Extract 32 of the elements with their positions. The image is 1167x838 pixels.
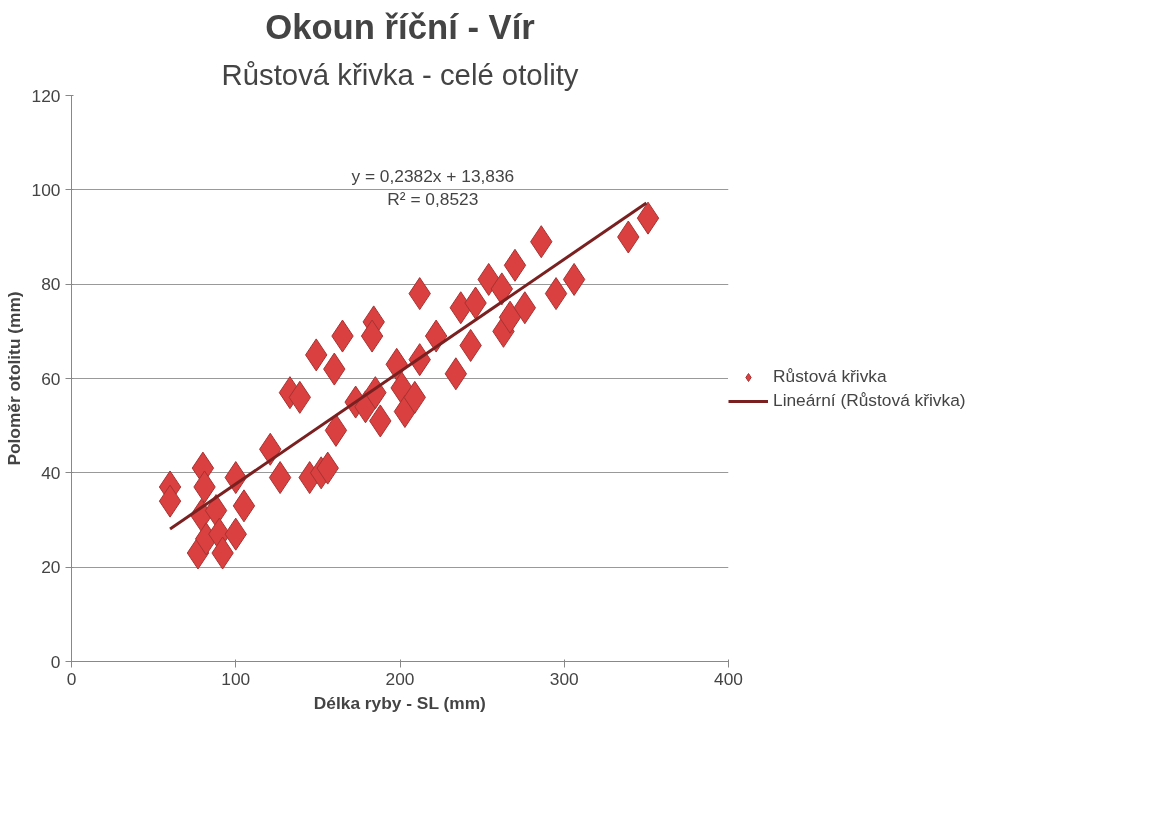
y-tick-label: 0 (50, 651, 61, 672)
point (268, 461, 292, 495)
point (424, 319, 448, 353)
point (158, 484, 182, 518)
point (503, 248, 527, 282)
annotation: y = 0,2382x + 13,836 (351, 165, 515, 186)
x-tick-label: 0 (66, 668, 77, 689)
point (232, 489, 256, 523)
annotation: R² = 0,8523 (387, 189, 479, 210)
point (498, 300, 522, 334)
point (562, 262, 586, 296)
point (360, 319, 384, 353)
chart-subtitle: Růstová křivka - celé otolity (221, 57, 579, 91)
point (544, 277, 568, 311)
y-axis-title: Poloměr otolitu (mm) (3, 291, 24, 466)
legend-label: Růstová křivka (773, 366, 887, 387)
x-tick-label: 200 (385, 668, 415, 689)
x-axis-title: Délka ryby - SL (mm) (313, 692, 486, 713)
point (444, 357, 468, 391)
y-tick-label: 100 (31, 179, 61, 200)
point (324, 413, 348, 447)
y-tick-label: 60 (41, 368, 61, 389)
y-tick-label: 20 (41, 557, 61, 578)
y-tick-label: 40 (41, 462, 61, 483)
y-tick-label: 120 (31, 85, 61, 106)
y-tick-label: 80 (41, 274, 61, 295)
x-tick-label: 100 (221, 668, 251, 689)
legend-label: Lineární (Růstová křivka) (773, 390, 966, 411)
point (636, 201, 660, 235)
x-tick-label: 300 (549, 668, 579, 689)
chart-title: Okoun říční - Vír (265, 7, 535, 46)
x-tick-label: 400 (714, 668, 743, 689)
